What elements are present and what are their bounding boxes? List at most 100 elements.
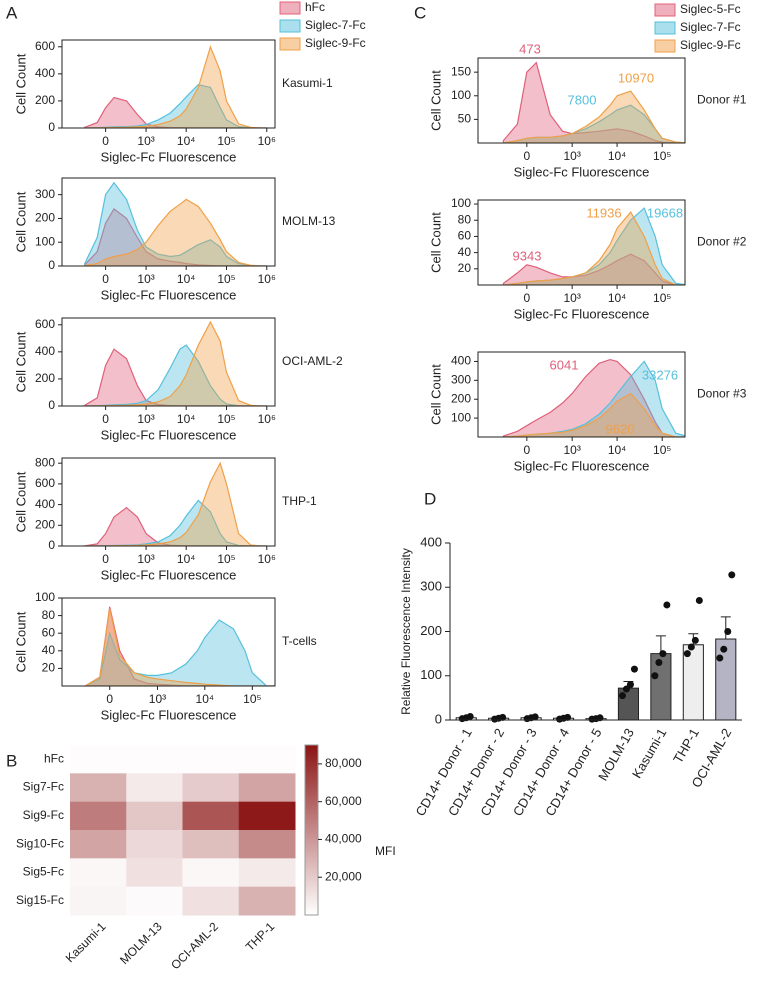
heatmap-cell bbox=[70, 830, 127, 859]
data-point bbox=[564, 713, 572, 721]
heatmap-cell bbox=[126, 858, 183, 888]
legend-swatch bbox=[654, 3, 676, 17]
x-tick-label: THP-1 bbox=[670, 726, 702, 766]
x-tick-label: 10³ bbox=[563, 291, 580, 305]
colorbar-label: MFI bbox=[375, 844, 396, 858]
mfi-label: 10970 bbox=[618, 70, 654, 85]
plot-area bbox=[502, 61, 685, 143]
x-tick-label: 10⁴ bbox=[177, 134, 196, 148]
y-axis-label: Cell Count bbox=[13, 53, 28, 114]
x-tick-label: 10³ bbox=[137, 134, 154, 148]
y-tick-label: 200 bbox=[35, 517, 55, 531]
heatmap-cell bbox=[70, 773, 127, 803]
x-tick-label: 10³ bbox=[563, 149, 580, 163]
subplot-label: Donor #2 bbox=[697, 235, 747, 249]
panel-label: D bbox=[424, 489, 436, 508]
data-point bbox=[659, 650, 667, 658]
x-tick-label: 10³ bbox=[563, 443, 580, 457]
x-tick-label: 0 bbox=[106, 692, 113, 706]
heatmap-cell bbox=[126, 801, 183, 831]
heatmap-cell bbox=[182, 858, 240, 888]
histogram-area bbox=[84, 208, 267, 266]
subplot-label: Donor #3 bbox=[697, 387, 747, 401]
x-tick-label: 10⁵ bbox=[653, 149, 671, 163]
y-tick-label: 60 bbox=[42, 625, 56, 639]
y-tick-label: 100 bbox=[451, 88, 471, 102]
plot-frame bbox=[61, 457, 276, 547]
y-axis-label: Cell Count bbox=[13, 191, 28, 252]
data-point bbox=[720, 645, 728, 653]
histogram-area bbox=[502, 358, 685, 437]
mfi-label: 9343 bbox=[513, 248, 542, 263]
mfi-label: 9620 bbox=[606, 421, 635, 436]
colorbar-tick-label: 40,000 bbox=[325, 832, 362, 846]
data-point bbox=[499, 713, 507, 721]
subplot-label: Kasumi-1 bbox=[282, 76, 333, 90]
y-tick-label: 0 bbox=[435, 711, 442, 726]
heatmap-cell bbox=[126, 773, 183, 803]
legend-swatch bbox=[279, 37, 301, 51]
row-label: Sig7-Fc bbox=[23, 780, 64, 794]
x-axis-label: Siglec-Fc Fluorescence bbox=[101, 707, 237, 722]
histogram-area bbox=[83, 606, 275, 686]
x-tick-label: 10⁶ bbox=[258, 552, 276, 566]
x-tick-label: 10⁵ bbox=[217, 412, 235, 426]
x-tick-label: 10⁵ bbox=[217, 134, 235, 148]
row-label: Sig15-Fc bbox=[16, 893, 64, 907]
data-point bbox=[531, 713, 539, 721]
column-label: OCI-AML-2 bbox=[168, 919, 221, 972]
heatmap-cell bbox=[126, 886, 183, 916]
heatmap-cell bbox=[182, 830, 240, 859]
y-tick-label: 50 bbox=[458, 112, 472, 126]
plot-area bbox=[84, 320, 267, 406]
legend-swatch bbox=[279, 19, 301, 33]
histogram-area bbox=[502, 253, 685, 285]
y-tick-label: 300 bbox=[420, 579, 442, 594]
x-tick-label: 10³ bbox=[149, 692, 166, 706]
data-point bbox=[728, 571, 736, 579]
subplot-label: OCI-AML-2 bbox=[282, 354, 343, 368]
x-tick-label: 0 bbox=[102, 412, 109, 426]
y-tick-label: 150 bbox=[451, 64, 471, 78]
mfi-label: 11936 bbox=[586, 205, 621, 220]
colorbar-tick-label: 20,000 bbox=[325, 869, 362, 883]
y-tick-label: 400 bbox=[451, 354, 471, 368]
x-tick-label: 10⁶ bbox=[258, 412, 276, 426]
y-tick-label: 200 bbox=[35, 371, 55, 385]
mfi-label: 6041 bbox=[550, 357, 579, 372]
data-point bbox=[663, 601, 671, 609]
colorbar bbox=[304, 744, 319, 916]
y-tick-label: 60 bbox=[458, 229, 472, 243]
x-tick-label: 10³ bbox=[137, 412, 154, 426]
y-tick-label: 400 bbox=[35, 344, 55, 358]
y-tick-label: 300 bbox=[451, 373, 471, 387]
plot-frame bbox=[477, 199, 686, 286]
x-axis-label: Siglec-Fc Fluorescence bbox=[101, 427, 237, 442]
x-tick-label: 10⁴ bbox=[177, 552, 196, 566]
plot-frame bbox=[61, 317, 276, 407]
legend-label: Siglec-7-Fc bbox=[680, 20, 741, 34]
y-tick-label: 20 bbox=[458, 261, 472, 275]
y-tick-label: 100 bbox=[35, 234, 55, 248]
legend-label: hFc bbox=[305, 0, 325, 14]
y-axis-label: Cell Count bbox=[13, 471, 28, 532]
heatmap-cell bbox=[182, 801, 240, 831]
plot-frame bbox=[477, 351, 686, 438]
histogram-area bbox=[83, 608, 275, 686]
y-tick-label: 600 bbox=[35, 39, 55, 53]
plot-frame bbox=[61, 597, 276, 687]
x-tick-label: 0 bbox=[523, 291, 530, 305]
y-tick-label: 400 bbox=[35, 497, 55, 511]
x-tick-label: 10⁶ bbox=[258, 134, 276, 148]
y-tick-label: 200 bbox=[451, 391, 471, 405]
panel-label: B bbox=[6, 751, 17, 770]
data-point bbox=[618, 692, 626, 700]
heatmap-cell bbox=[126, 830, 183, 859]
data-point bbox=[655, 658, 663, 666]
heatmap-cell bbox=[70, 858, 127, 888]
y-tick-label: 0 bbox=[48, 258, 55, 272]
mfi-label: 19668 bbox=[647, 205, 683, 220]
x-tick-label: 10⁴ bbox=[608, 149, 627, 163]
x-axis-label: Siglec-Fc Fluorescence bbox=[514, 164, 650, 179]
row-label: hFc bbox=[44, 751, 64, 765]
